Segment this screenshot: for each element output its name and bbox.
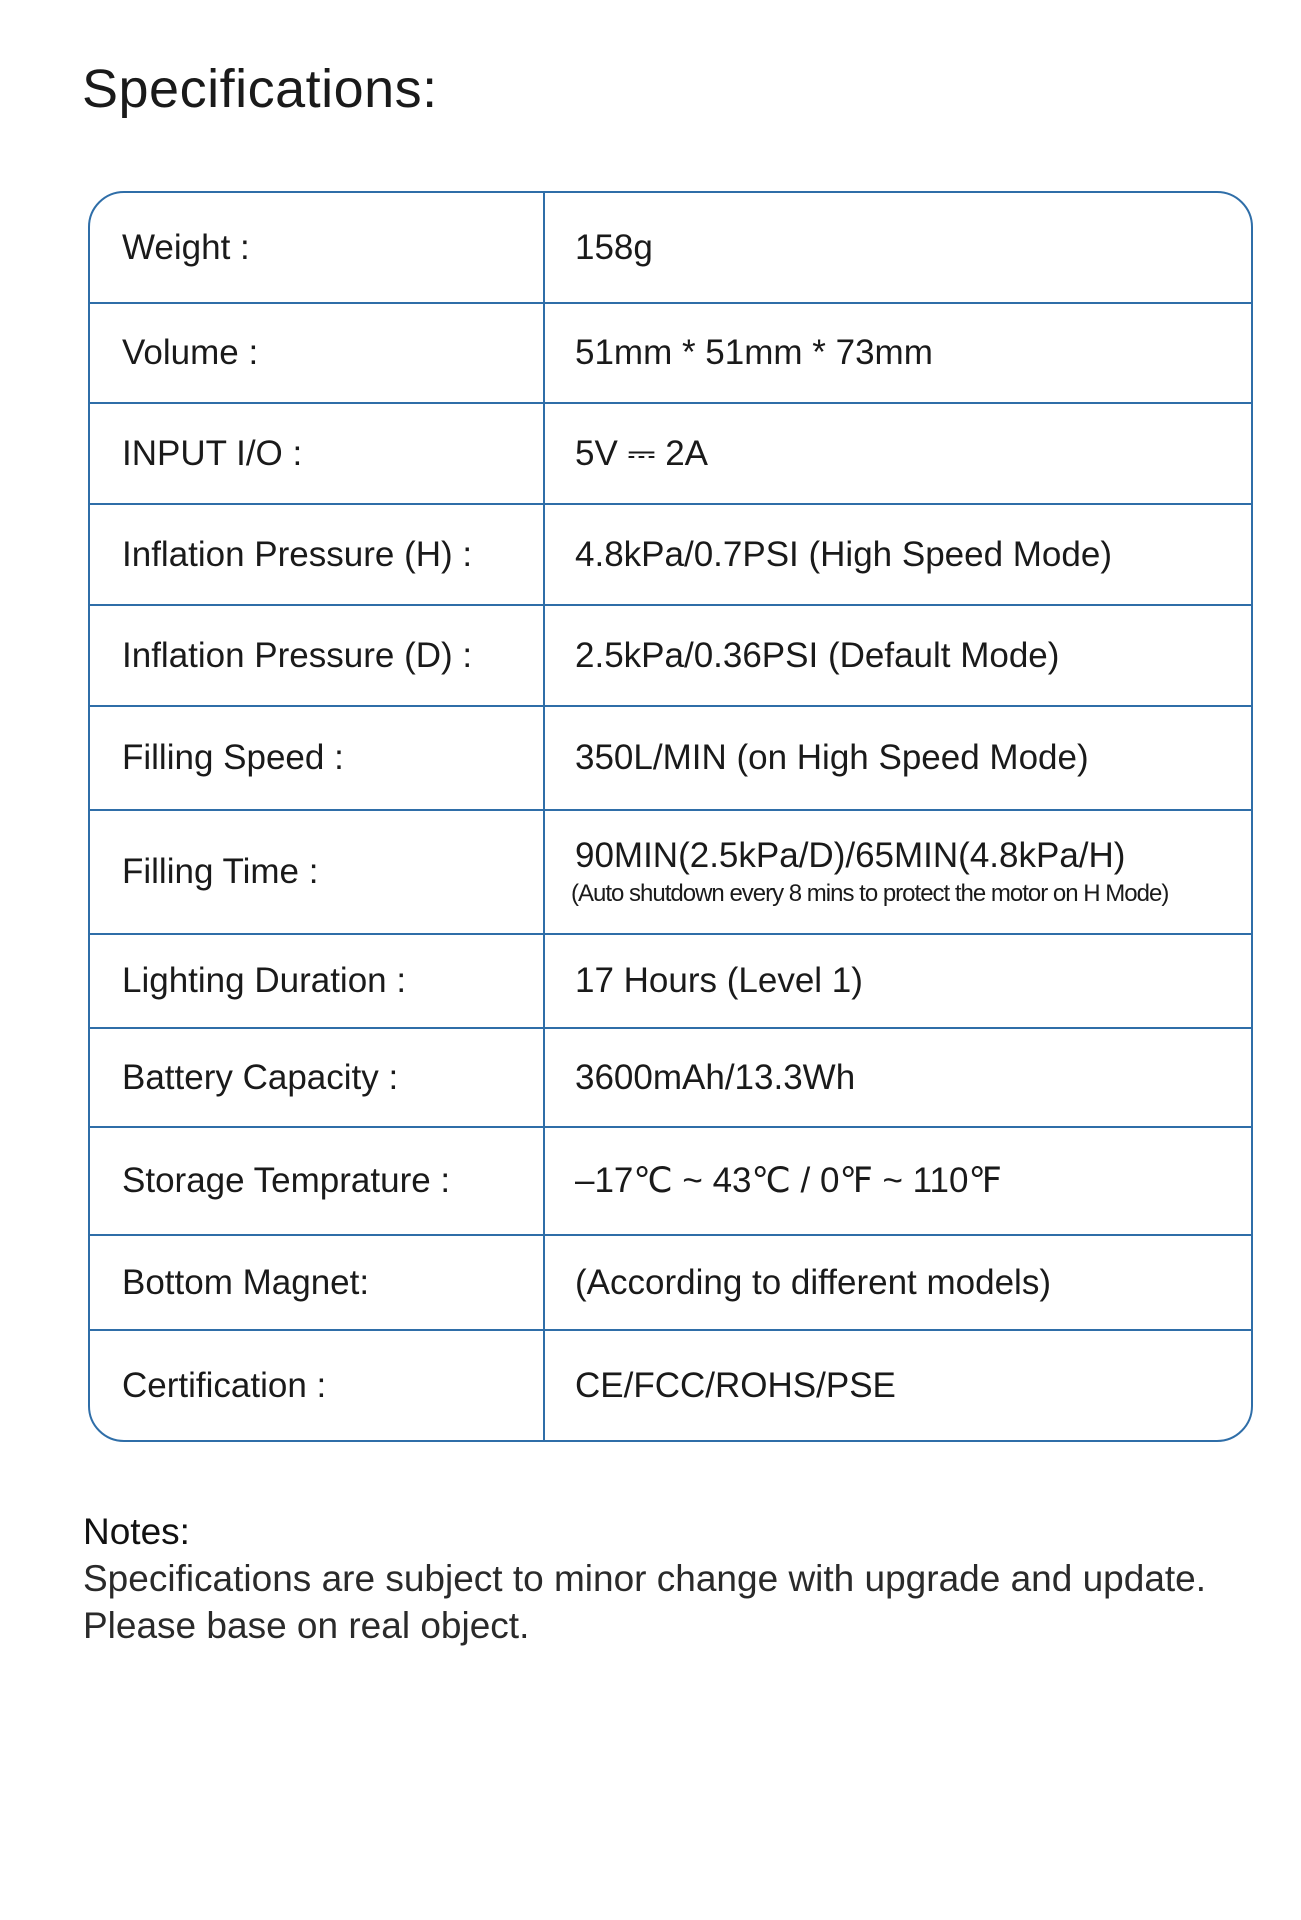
table-row: Filling Speed : 350L/MIN (on High Speed … — [90, 705, 1251, 809]
spec-label: Battery Capacity : — [90, 1029, 545, 1126]
spec-value: 51mm * 51mm * 73mm — [575, 333, 933, 372]
spec-label: Certification : — [90, 1331, 545, 1440]
spec-value-note: (Auto shutdown every 8 mins to protect t… — [571, 880, 1169, 907]
spec-label: Inflation Pressure (H) : — [90, 505, 545, 604]
specifications-table: Weight : 158g Volume : 51mm * 51mm * 73m… — [88, 191, 1253, 1442]
spec-value: 17 Hours (Level 1) — [575, 961, 863, 1000]
notes-heading: Notes: — [83, 1511, 190, 1552]
table-row: Storage Temprature : –17℃ ~ 43℃ / 0℉ ~ 1… — [90, 1126, 1251, 1234]
table-row: Bottom Magnet: (According to different m… — [90, 1234, 1251, 1329]
spec-label: Weight : — [90, 193, 545, 302]
spec-label: Filling Time : — [90, 811, 545, 933]
spec-value: 4.8kPa/0.7PSI (High Speed Mode) — [575, 534, 1112, 574]
spec-value-group: 90MIN(2.5kPa/D)/65MIN(4.8kPa/H) (Auto sh… — [545, 811, 1251, 933]
spec-value: 158g — [575, 227, 653, 267]
spec-value: 90MIN(2.5kPa/D)/65MIN(4.8kPa/H) — [575, 836, 1126, 875]
spec-label: Inflation Pressure (D) : — [90, 606, 545, 705]
notes-text: Specifications are subject to minor chan… — [83, 1558, 1207, 1646]
spec-label: Filling Speed : — [90, 707, 545, 809]
spec-label: Bottom Magnet: — [90, 1236, 545, 1329]
table-row: Inflation Pressure (H) : 4.8kPa/0.7PSI (… — [90, 503, 1251, 604]
table-row: Filling Time : 90MIN(2.5kPa/D)/65MIN(4.8… — [90, 809, 1251, 933]
table-row: Volume : 51mm * 51mm * 73mm — [90, 302, 1251, 402]
spec-value: 3600mAh/13.3Wh — [575, 1057, 856, 1097]
spec-value: 2.5kPa/0.36PSI (Default Mode) — [575, 635, 1060, 675]
notes-section: Notes: Specifications are subject to min… — [83, 1508, 1223, 1649]
spec-label: Volume : — [90, 304, 545, 402]
spec-label: Lighting Duration : — [90, 935, 545, 1027]
table-row: Weight : 158g — [90, 193, 1251, 302]
table-row: Inflation Pressure (D) : 2.5kPa/0.36PSI … — [90, 604, 1251, 705]
table-row: INPUT I/O : 5V ⎓ 2A — [90, 402, 1251, 503]
page-title: Specifications: — [82, 59, 438, 119]
spec-value: (According to different models) — [575, 1262, 1051, 1302]
spec-value: –17℃ ~ 43℃ / 0℉ ~ 110℉ — [575, 1161, 1002, 1200]
table-row: Lighting Duration : 17 Hours (Level 1) — [90, 933, 1251, 1027]
spec-value: 5V ⎓ 2A — [575, 433, 708, 473]
spec-value: 350L/MIN (on High Speed Mode) — [575, 738, 1089, 777]
table-row: Battery Capacity : 3600mAh/13.3Wh — [90, 1027, 1251, 1126]
table-row: Certification : CE/FCC/ROHS/PSE — [90, 1329, 1251, 1440]
spec-label: Storage Temprature : — [90, 1128, 545, 1234]
spec-value: CE/FCC/ROHS/PSE — [575, 1365, 896, 1405]
spec-label: INPUT I/O : — [90, 404, 545, 503]
